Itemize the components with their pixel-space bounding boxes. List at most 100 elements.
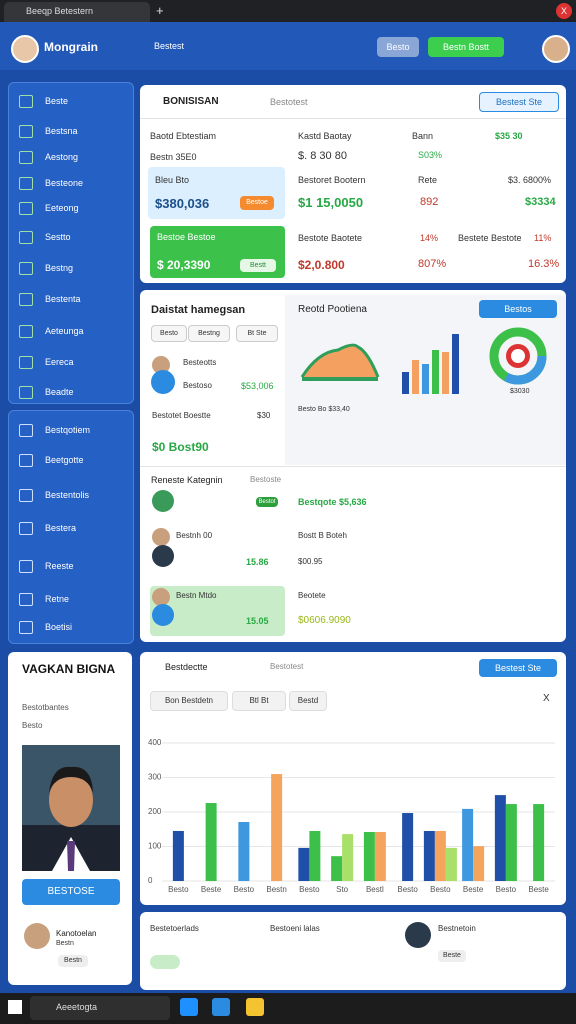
close-button[interactable]: X <box>543 693 550 704</box>
mini-charts <box>300 327 547 394</box>
card-title: Reotd Pootiena <box>298 304 367 315</box>
menu-icon <box>19 262 33 275</box>
menu-item[interactable]: Aestong <box>45 152 79 162</box>
menu-item[interactable]: Boetisi <box>45 622 73 632</box>
card-title: Reneste Kategnin <box>151 475 223 485</box>
tag[interactable]: Beste <box>438 950 466 962</box>
avatar <box>151 370 175 394</box>
pill[interactable]: Besto <box>151 325 187 342</box>
browser-tab[interactable] <box>4 2 150 22</box>
user-avatar[interactable] <box>542 35 570 63</box>
donut-label: $3030 <box>510 388 530 395</box>
stat-value: 16.3% <box>528 258 560 270</box>
taskbar-app[interactable] <box>246 998 264 1016</box>
action-button[interactable]: Bestest Ste <box>479 92 559 112</box>
menu-icon <box>19 95 33 108</box>
x-tick-label: Besto <box>299 885 320 894</box>
menu-item[interactable]: Reeste <box>45 561 74 571</box>
menu-icon <box>19 522 33 535</box>
divider <box>140 118 566 119</box>
menu-item[interactable]: Bestng <box>45 263 74 273</box>
x-tick-label: Besto <box>168 885 189 894</box>
menu-icon <box>19 489 33 502</box>
menu-icon <box>19 202 33 215</box>
new-tab-button[interactable]: + <box>156 3 164 18</box>
header-button[interactable]: Bestn Bostt <box>428 37 504 57</box>
user-avatar[interactable] <box>11 35 39 63</box>
stat-label: Bestoret Bootern <box>298 175 366 185</box>
x-tick-label: Bestn <box>266 885 286 894</box>
footer-card <box>140 912 566 990</box>
avatar <box>152 490 174 512</box>
menu-item[interactable]: Beetgotte <box>45 455 84 465</box>
pill[interactable]: Bt Ste <box>236 325 278 342</box>
bar <box>402 813 414 881</box>
menu-icon <box>19 560 33 573</box>
tag[interactable]: Bestn <box>58 955 88 967</box>
bar <box>423 830 435 881</box>
menu-item[interactable]: Bestentolis <box>45 490 90 500</box>
menu-item[interactable]: Bestenta <box>45 294 81 304</box>
header-button[interactable]: Besto <box>377 37 419 57</box>
toolbar-button[interactable]: Btl Bt <box>232 691 286 711</box>
badge[interactable]: Bestoe <box>240 196 274 210</box>
menu-item[interactable]: Eeteong <box>45 203 79 213</box>
menu-icon <box>19 325 33 338</box>
x-tick-label: Besto <box>430 885 451 894</box>
taskbar-search-text[interactable]: Aeeetogta <box>56 1002 98 1012</box>
total-note: $30 <box>257 411 271 420</box>
action-button[interactable]: Bestest Ste <box>479 659 557 677</box>
action-button[interactable]: Bestos <box>479 300 557 318</box>
pill[interactable]: Bestng <box>188 325 230 342</box>
row-detail: Bestqote $5,636 <box>298 497 367 507</box>
toolbar-button[interactable]: Bestd <box>289 691 327 711</box>
bar <box>331 856 343 881</box>
taskbar-search[interactable] <box>30 996 170 1020</box>
bar <box>374 832 386 881</box>
search[interactable]: Bestest <box>154 41 185 51</box>
bar <box>271 774 283 881</box>
menu-item[interactable]: Bestsna <box>45 126 78 136</box>
menu-item[interactable]: Eereca <box>45 357 74 367</box>
badge[interactable]: Bestt <box>240 259 276 272</box>
filter[interactable]: Bestotest <box>270 662 304 671</box>
close-button[interactable]: X <box>556 3 572 19</box>
toolbar-button[interactable]: Bon Bestdetn <box>150 691 228 711</box>
divider <box>140 466 566 467</box>
total-value: $0 Bost90 <box>152 440 209 454</box>
bar <box>342 834 354 881</box>
y-tick-label: 300 <box>148 773 162 782</box>
tab-title: Beeqp Betestern <box>26 6 94 16</box>
avatar <box>152 356 170 374</box>
menu-item[interactable]: Sestto <box>45 232 71 242</box>
stat-label: Bestete Bestote <box>458 233 522 243</box>
badge[interactable]: Bestot <box>256 497 278 507</box>
footer-item: Bestetoerlads <box>150 924 199 933</box>
profile-button[interactable]: BESTOSE <box>22 879 120 905</box>
menu-icon <box>19 231 33 244</box>
bar <box>238 822 250 881</box>
menu-item[interactable]: Retne <box>45 594 70 604</box>
x-tick-label: Sto <box>336 885 349 894</box>
menu-item[interactable]: Besteone <box>45 178 84 188</box>
bar <box>505 804 517 881</box>
bar <box>309 830 321 881</box>
taskbar-app[interactable] <box>180 998 198 1016</box>
footer-item: Bestnetoin <box>438 924 476 933</box>
row-amount: 15.86 <box>246 557 269 567</box>
bar <box>445 847 457 881</box>
filter[interactable]: Bestotest <box>270 97 308 107</box>
footer-item: Bestoeni lalas <box>270 924 320 933</box>
row-amount: 15.05 <box>246 616 269 626</box>
x-tick-label: Besto <box>234 885 255 894</box>
menu-icon <box>19 621 33 634</box>
card-title: Bestdectte <box>165 662 208 672</box>
menu-item[interactable]: Aeteunga <box>45 326 84 336</box>
item-amount: $53,006 <box>241 381 274 391</box>
filter[interactable]: Bestoste <box>250 475 282 484</box>
menu-item[interactable]: Bestera <box>45 523 77 533</box>
menu-item[interactable]: Beadte <box>45 387 74 397</box>
taskbar-app[interactable] <box>212 998 230 1016</box>
menu-item[interactable]: Beste <box>45 96 69 106</box>
menu-item[interactable]: Bestqotiem <box>45 425 91 435</box>
